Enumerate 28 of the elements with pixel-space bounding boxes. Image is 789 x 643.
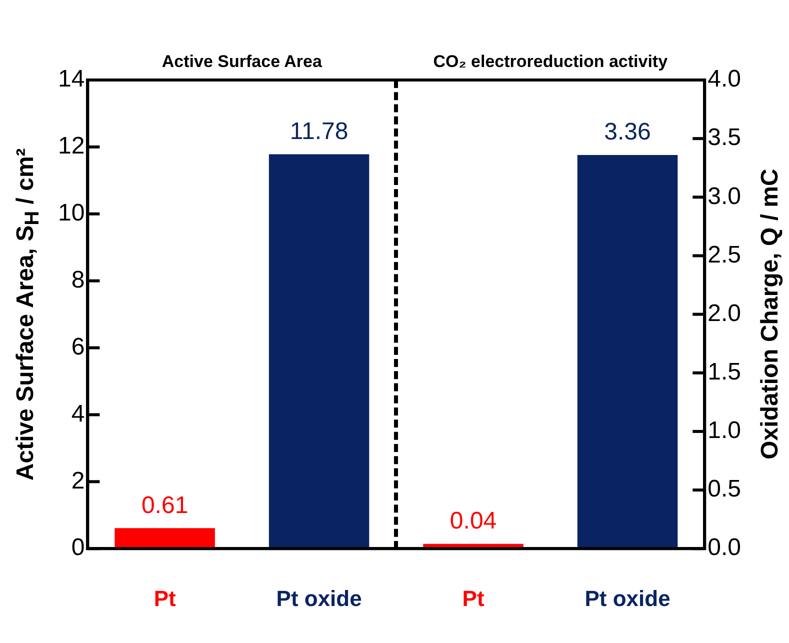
y-tick-label: 0 — [71, 534, 85, 562]
x-tick-label: Pt — [462, 586, 485, 611]
y-tick-label: 2 — [71, 467, 85, 494]
y-tick-label: 4 — [71, 400, 85, 428]
y2-tick-label: 2.5 — [708, 241, 742, 268]
data-label: 3.36 — [604, 118, 651, 146]
x-tick-label: Pt — [154, 586, 176, 611]
x-tick-label: Pt oxide — [584, 586, 670, 611]
y-tick-label: 8 — [71, 266, 85, 294]
y2-tick-label: 4.0 — [708, 66, 742, 93]
y-tick-label: 14 — [58, 66, 85, 93]
y2-tick-label: 3.5 — [708, 124, 742, 152]
text: Active Surface Area — [160, 52, 323, 72]
y2-tick-label: 0.5 — [708, 476, 742, 503]
y2-tick-label: 1.5 — [708, 358, 742, 386]
y2-tick-label: 1.0 — [708, 417, 742, 444]
data-label: 0.04 — [450, 508, 497, 535]
data-label: 11.78 — [290, 118, 348, 145]
y2-axis-title: Oxidation Charge, Q / mC — [756, 168, 784, 460]
data-label: 0.61 — [141, 492, 188, 519]
y2-tick-label: 3.0 — [708, 182, 742, 210]
text: CO₂ electroreduction activity — [432, 52, 669, 72]
y-tick-label: 12 — [58, 132, 85, 160]
x-tick-label: Pt oxide — [276, 586, 362, 611]
y2-tick-label: 2.0 — [708, 300, 742, 327]
y-tick-label: 10 — [58, 200, 85, 227]
y-tick-label: 6 — [71, 333, 85, 360]
y2-tick-label: 0.0 — [708, 534, 742, 562]
